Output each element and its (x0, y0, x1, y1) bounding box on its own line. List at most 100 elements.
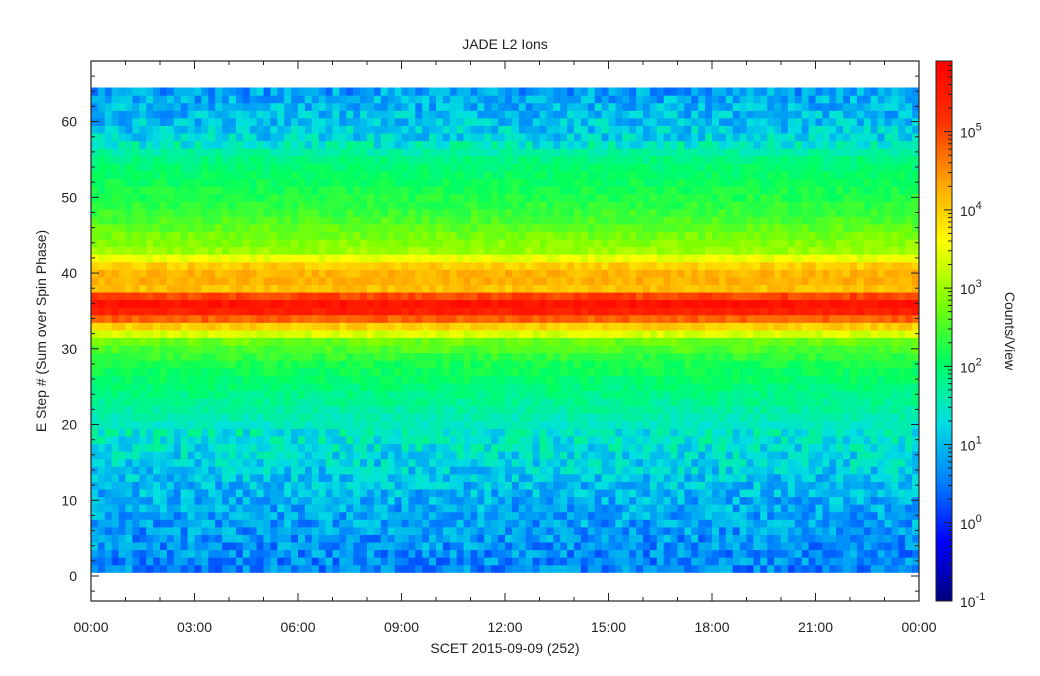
spectrogram-cell (222, 284, 230, 293)
spectrogram-cell (387, 511, 396, 520)
spectrogram-cell (242, 246, 251, 255)
spectrogram-cell (353, 201, 361, 210)
spectrogram-cell (477, 216, 485, 225)
spectrogram-cell (353, 367, 361, 376)
spectrogram-cell (574, 170, 582, 179)
spectrogram-cell (291, 155, 299, 164)
spectrogram-cell (491, 246, 499, 255)
spectrogram-cell (332, 398, 340, 407)
spectrogram-cell (139, 148, 147, 157)
spectrogram-cell (387, 488, 396, 498)
spectrogram-cell (104, 185, 113, 195)
spectrogram-cell (580, 269, 589, 278)
spectrogram-cell (111, 148, 120, 157)
spectrogram-cell (208, 526, 216, 535)
spectrogram-cell (277, 473, 285, 482)
spectrogram-cell (222, 420, 230, 429)
spectrogram-cell (415, 314, 423, 323)
spectrogram-cell (574, 299, 582, 308)
spectrogram-cell (139, 231, 147, 240)
spectrogram-cell (132, 102, 140, 111)
spectrogram-cell (91, 125, 99, 134)
spectrogram-cell (373, 216, 382, 225)
spectrogram-cell (291, 102, 299, 111)
spectrogram-cell (160, 390, 168, 399)
spectrogram-cell (311, 307, 320, 316)
spectrogram-cell (380, 125, 389, 134)
spectrogram-cell (360, 504, 368, 513)
spectrogram-cell (594, 557, 603, 566)
spectrogram-cell (284, 443, 292, 452)
spectrogram-cell (532, 526, 541, 535)
spectrogram-cell (304, 375, 313, 384)
spectrogram-cell (491, 541, 499, 551)
spectrogram-cell (91, 95, 99, 104)
spectrogram-cell (574, 526, 582, 535)
spectrogram-cell (518, 276, 527, 286)
spectrogram-cell (332, 125, 340, 134)
spectrogram-cell (484, 420, 492, 429)
spectrogram-cell (449, 519, 458, 528)
spectrogram-cell (560, 443, 568, 452)
spectrogram-cell (256, 117, 265, 126)
spectrogram-cell (539, 337, 547, 346)
spectrogram-cell (505, 557, 513, 566)
spectrogram-cell (222, 132, 230, 142)
spectrogram-cell (525, 420, 534, 429)
spectrogram-cell (166, 458, 175, 467)
spectrogram-cell (394, 185, 403, 195)
spectrogram-cell (553, 420, 561, 429)
spectrogram-cell (546, 488, 554, 498)
spectrogram-cell (463, 102, 472, 111)
spectrogram-cell (215, 314, 223, 323)
spectrogram-cell (187, 231, 196, 240)
spectrogram-cell (546, 443, 554, 452)
spectrogram-cell (491, 284, 499, 293)
spectrogram-cell (187, 526, 196, 535)
spectrogram-cell (298, 117, 306, 126)
spectrogram-cell (456, 375, 465, 384)
spectrogram-cell (587, 223, 596, 232)
spectrogram-cell (325, 292, 334, 301)
spectrogram-cell (546, 208, 554, 217)
spectrogram-cell (477, 178, 485, 187)
spectrogram-cell (560, 382, 568, 392)
spectrogram-cell (318, 87, 327, 96)
spectrogram-cell (408, 496, 416, 505)
spectrogram-cell (201, 360, 209, 369)
spectrogram-cell (622, 413, 630, 422)
spectrogram-cell (415, 292, 423, 301)
spectrogram-cell (201, 193, 209, 202)
spectrogram-cell (560, 238, 568, 248)
spectrogram-cell (208, 231, 216, 240)
spectrogram-cell (132, 284, 140, 293)
spectrogram-cell (318, 337, 327, 346)
spectrogram-cell (311, 140, 320, 149)
spectrogram-cell (436, 132, 444, 142)
spectrogram-cell (373, 329, 382, 339)
spectrogram-cell (498, 481, 506, 490)
spectrogram-cell (511, 451, 520, 460)
spectrogram-cell (139, 117, 147, 126)
spectrogram-cell (256, 185, 265, 195)
spectrogram-cell (373, 170, 382, 179)
spectrogram-cell (311, 557, 320, 566)
spectrogram-cell (560, 299, 568, 308)
spectrogram-cell (532, 511, 541, 520)
spectrogram-cell (235, 405, 244, 414)
spectrogram-cell (553, 352, 561, 361)
spectrogram-cell (608, 345, 616, 354)
spectrogram-cell (456, 254, 465, 263)
spectrogram-cell (242, 132, 251, 142)
spectrogram-cell (525, 117, 534, 126)
spectrogram-cell (97, 178, 106, 187)
spectrogram-cell (601, 314, 610, 323)
spectrogram-cell (173, 276, 182, 286)
spectrogram-cell (615, 87, 623, 96)
spectrogram-cell (270, 140, 278, 149)
spectrogram-cell (449, 125, 458, 134)
spectrogram-cell (580, 473, 589, 482)
spectrogram-cell (153, 284, 161, 293)
spectrogram-cell (332, 519, 340, 528)
spectrogram-cell (235, 178, 244, 187)
